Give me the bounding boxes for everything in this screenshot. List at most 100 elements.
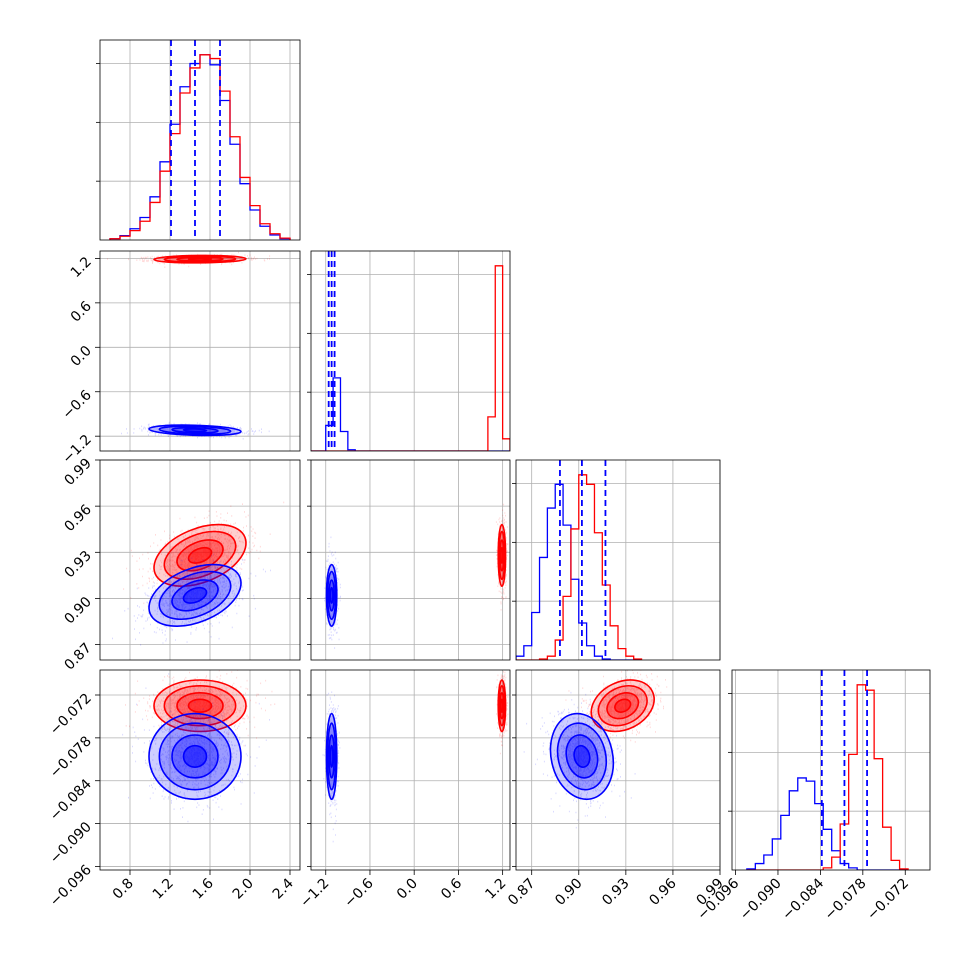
- xtick-label-0-3: 2.0: [230, 876, 257, 903]
- contour-3-0-s1-3: [182, 744, 208, 768]
- panel-1-0: [99, 250, 301, 452]
- contour-1-0-s0-1: [163, 255, 237, 263]
- fill-3-0-s0-0: [154, 680, 246, 732]
- ytick-label-1-4: 1.2: [68, 254, 95, 281]
- xtick-label-3-1: −0.090: [737, 876, 785, 924]
- hist-1-series_b: [311, 377, 510, 451]
- panel-3-0: [99, 669, 301, 871]
- hist-2-frame: [515, 459, 721, 661]
- panel-2-1: [310, 459, 511, 661]
- panel-3-1-frame: [310, 669, 511, 871]
- contour-2-1-s1-2: [328, 579, 336, 612]
- panel-3-2-frame: [515, 669, 721, 871]
- fill-2-0-s0-2: [176, 540, 223, 571]
- hist-0-series_a: [109, 54, 291, 240]
- fill-2-0-s1-1: [159, 571, 231, 620]
- fill-3-0-s1-0: [149, 713, 241, 800]
- panel-3-0-frame: [99, 669, 301, 871]
- ytick-label-2-2: 0.93: [61, 548, 94, 581]
- contour-2-1-s0-0: [497, 523, 507, 587]
- xtick-label-2-0: 0.87: [505, 876, 538, 909]
- hist-3-series_b: [746, 777, 909, 870]
- xtick-label-3-2: −0.084: [779, 875, 827, 923]
- contour-3-0-s1-0: [148, 712, 242, 801]
- hist-panel-0: [96, 39, 301, 241]
- panel-2-0-plot: [112, 501, 285, 646]
- fill-2-0-s0-1: [164, 531, 236, 580]
- xtick-label-1-0: −1.2: [297, 876, 332, 911]
- xtick-label-0-1: 1.2: [150, 876, 177, 903]
- ytick-label-1-1: −0.6: [59, 387, 94, 422]
- contour-2-0-s1-0: [148, 563, 242, 627]
- contour-2-0-s1-3: [182, 586, 208, 604]
- contour-1-0-s1-3: [182, 428, 208, 433]
- contour-3-0-s0-1: [163, 684, 237, 727]
- fill-3-0-s1-3: [183, 745, 207, 768]
- contour-3-2-s1-1: [556, 722, 608, 791]
- contour-2-0-s0-1: [163, 530, 237, 581]
- xtick-label-1-2: 0.0: [394, 876, 421, 903]
- panel-2-0: [99, 459, 301, 661]
- contour-3-2-s1-0: [549, 712, 615, 801]
- fill-2-0-s1-0: [149, 564, 242, 627]
- xtick-label-2-3: 0.96: [646, 875, 679, 908]
- panel-3-1-plot: [322, 671, 509, 843]
- panel-1-0-plot: [107, 251, 271, 440]
- hist-panel-1: [307, 250, 511, 452]
- panel-2-0-frame: [99, 459, 301, 661]
- contour-3-0-s1-2: [171, 734, 219, 779]
- ytick-label-2-3: 0.96: [61, 502, 94, 535]
- fill-3-0-s1-2: [172, 735, 218, 778]
- ytick-label-2-0: 0.87: [61, 640, 94, 673]
- fill-3-2-s0-3: [614, 699, 631, 713]
- hist-panel-2: [512, 459, 721, 661]
- panel-2-1-plot: [324, 503, 509, 649]
- fill-3-1-s1-2: [329, 735, 335, 778]
- panel-3-2-plot: [523, 670, 668, 829]
- contour-3-1-s0-1: [498, 684, 506, 727]
- xtick-label-1-1: −0.6: [341, 875, 376, 910]
- xtick-label-2-1: 0.90: [552, 876, 585, 909]
- contour-3-1-s0-2: [499, 692, 505, 720]
- contour-1-0-s0-2: [176, 256, 224, 262]
- contour-3-2-s1-2: [565, 734, 599, 779]
- panel-1-0-frame: [99, 250, 301, 452]
- contour-3-2-s1-3: [573, 744, 591, 768]
- contour-2-1-s0-2: [499, 539, 505, 572]
- hist-1-frame: [310, 250, 511, 452]
- contour-3-0-s0-2: [176, 692, 224, 720]
- hist-3-series_a: [746, 684, 909, 870]
- contour-2-1-s1-1: [326, 570, 337, 621]
- contour-3-0-s1-1: [158, 722, 232, 791]
- contour-2-1-s1-0: [325, 563, 338, 627]
- xtick-label-1-3: 0.6: [438, 875, 465, 902]
- fill-3-0-s0-3: [188, 699, 212, 713]
- contour-2-0-s1-2: [171, 579, 219, 612]
- contour-2-0-s0-2: [176, 539, 224, 572]
- xtick-label-3-4: −0.072: [864, 876, 912, 924]
- fill-3-2-s1-2: [566, 735, 598, 778]
- contour-3-1-s0-3: [500, 698, 504, 713]
- ytick-label-3-4: −0.072: [47, 691, 95, 739]
- fill-2-1-s1-2: [329, 580, 335, 611]
- contour-1-0-s1-0: [148, 424, 242, 437]
- panel-3-0-plot: [122, 670, 276, 823]
- contour-3-1-s1-3: [329, 744, 334, 768]
- contour-3-0-s0-0: [153, 679, 247, 733]
- ytick-label-2-1: 0.90: [61, 594, 94, 627]
- contour-3-2-s0-1: [597, 684, 648, 727]
- contour-3-1-s1-2: [328, 734, 336, 779]
- contour-3-1-s1-0: [325, 712, 338, 801]
- contour-2-1-s0-3: [500, 546, 504, 564]
- contour-1-0-s0-3: [187, 257, 213, 261]
- ytick-label-3-1: −0.090: [47, 819, 95, 867]
- fill-3-2-s0-0: [591, 680, 655, 732]
- panel-3-2: [515, 669, 721, 871]
- contour-2-1-s0-1: [498, 530, 506, 581]
- contour-3-0-s0-3: [187, 698, 213, 713]
- fill-2-0-s1-2: [171, 580, 218, 611]
- hist-1-series_a: [311, 265, 510, 451]
- hist-0-series_b: [109, 54, 291, 240]
- fill-3-2-s1-3: [574, 745, 590, 768]
